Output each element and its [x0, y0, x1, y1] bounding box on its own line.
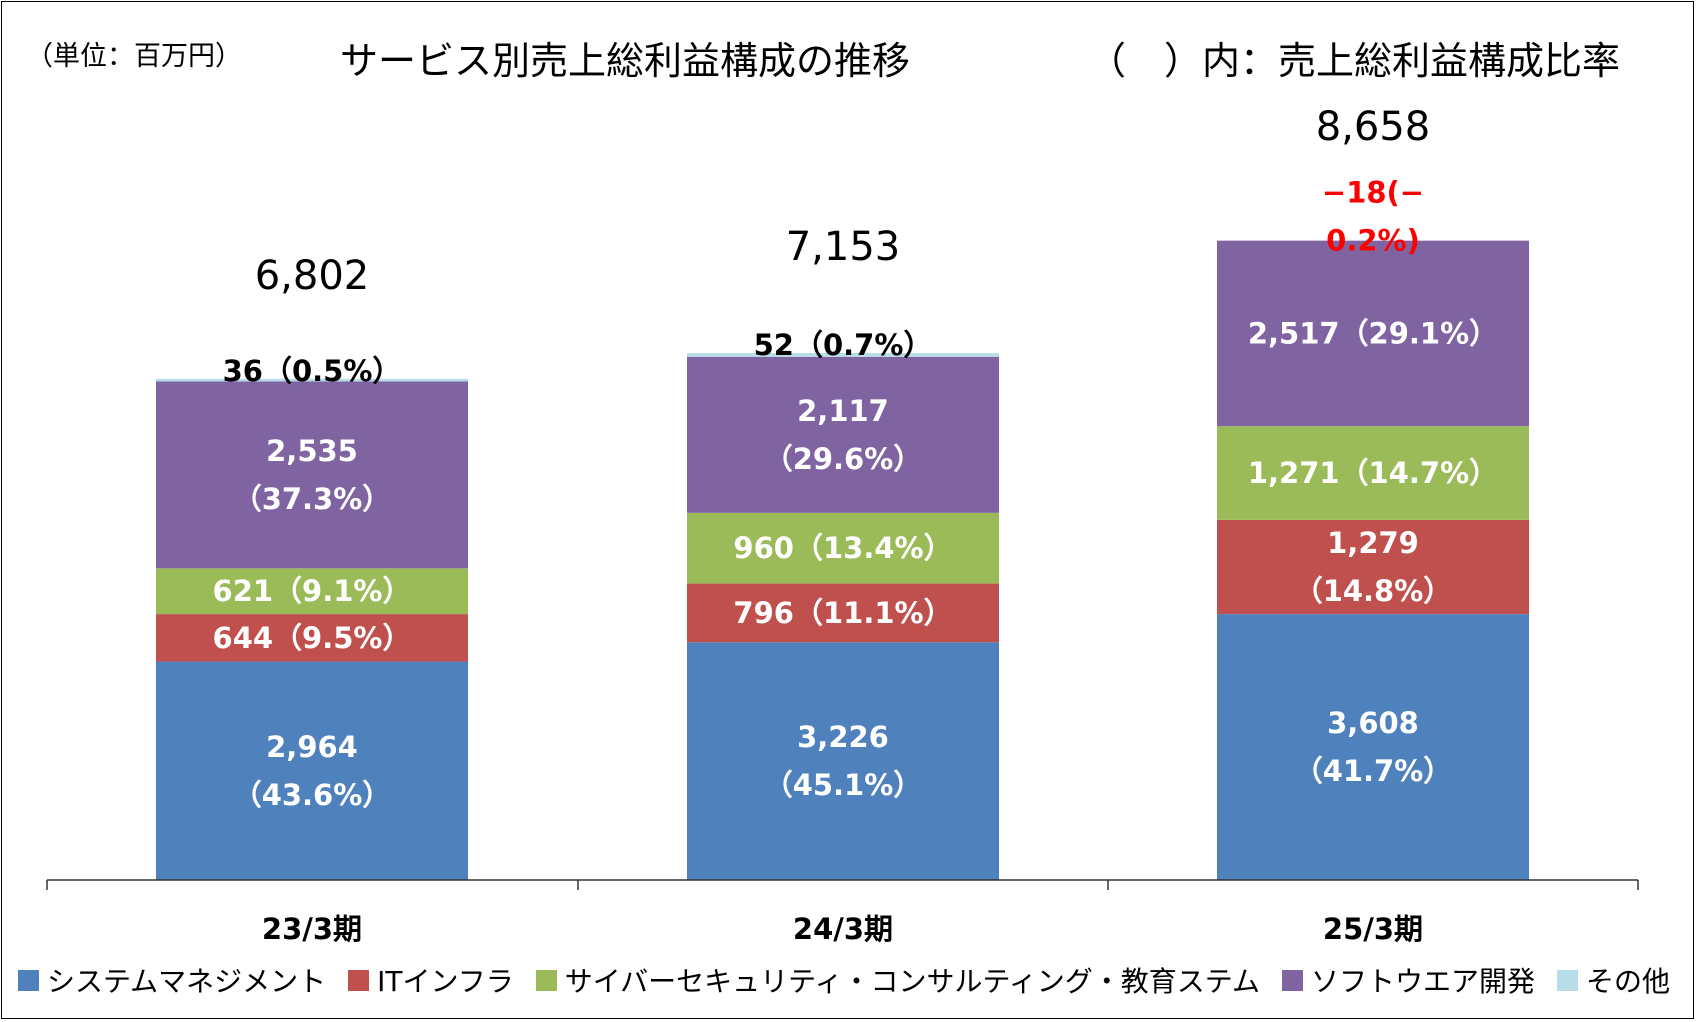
- total-label-2: 7,153: [786, 224, 901, 270]
- legend-swatch-5: [1556, 969, 1578, 991]
- data-label-5-1-1: 36（0.5%）: [223, 354, 402, 388]
- bar-segment-3-3: [1217, 426, 1529, 520]
- data-label-1-2-1: 3,226: [797, 720, 889, 754]
- data-label-1-1-2: （43.6%）: [233, 778, 392, 812]
- x-tick-label-2: 24/3期: [793, 912, 893, 946]
- data-label-1-2-2: （45.1%）: [764, 768, 923, 802]
- unit-note: （単位：百万円）: [26, 41, 242, 72]
- data-label-3-2-1: 960（13.4%）: [733, 531, 952, 565]
- data-label-4-3-1: 2,517（29.1%）: [1248, 316, 1498, 350]
- data-label-1-1-1: 2,964: [266, 730, 358, 764]
- data-label-4-2-1: 2,117: [797, 394, 889, 428]
- legend-label-2: ITインフラ: [377, 965, 514, 998]
- data-label-1-3-2: （41.7%）: [1294, 754, 1453, 788]
- legend-item-5: その他: [1556, 960, 1670, 1000]
- data-label-2-3-1: 1,279: [1327, 526, 1419, 560]
- bar-segment-5-2: [687, 352, 999, 357]
- data-label-2-2-1: 796（11.1%）: [733, 596, 952, 630]
- bar-segment-1-3: [1217, 614, 1529, 880]
- data-label-3-3-1: 1,271（14.7%）: [1248, 456, 1498, 490]
- ratio-note: （ ）内：売上総利益構成比率: [1088, 39, 1621, 83]
- data-label-1-3-1: 3,608: [1327, 706, 1419, 740]
- bar-segment-2-1: [156, 614, 468, 662]
- bar-segment-1-1: [156, 661, 468, 880]
- legend-swatch-1: [18, 969, 39, 991]
- bar-segment-2-2: [687, 583, 999, 643]
- data-label-5-3-1: −18(−: [1322, 176, 1424, 210]
- data-label-4-1-1: 2,535: [266, 434, 358, 468]
- bar-segment-3-1: [156, 568, 468, 615]
- legend-item-4: ソフトウエア開発: [1281, 960, 1535, 1000]
- legend-label-1: システムマネジメント: [47, 965, 327, 998]
- legend: システムマネジメント ITインフラ サイバーセキュリティ・コンサルティング・教育ステ…: [18, 958, 1692, 1002]
- x-tick-label-1: 23/3期: [262, 912, 362, 946]
- total-label-3: 8,658: [1316, 104, 1431, 150]
- data-label-2-3-2: （14.8%）: [1294, 574, 1453, 608]
- data-label-5-2-1: 52（0.7%）: [754, 328, 933, 362]
- legend-swatch-4: [1281, 969, 1303, 991]
- bar-segment-1-2: [687, 642, 999, 880]
- legend-label-5: その他: [1585, 965, 1670, 998]
- data-label-2-1-1: 644（9.5%）: [213, 621, 412, 655]
- legend-label-4: ソフトウエア開発: [1310, 965, 1535, 998]
- chart-title: サービス別売上総利益構成の推移: [340, 39, 911, 83]
- legend-swatch-3: [535, 969, 557, 991]
- bar-segment-3-2: [687, 512, 999, 584]
- bar-segment-5-1: [156, 378, 468, 382]
- bar-segment-2-3: [1217, 519, 1529, 615]
- x-tick-label-3: 25/3期: [1323, 912, 1423, 946]
- data-label-5-3-2: 0.2%): [1326, 224, 1420, 258]
- legend-item-1: システムマネジメント: [18, 960, 326, 1000]
- data-label-4-2-2: （29.6%）: [764, 442, 923, 476]
- data-label-3-1-1: 621（9.1%）: [213, 574, 412, 608]
- legend-swatch-2: [348, 969, 370, 991]
- total-label-1: 6,802: [255, 253, 370, 299]
- legend-label-3: サイバーセキュリティ・コンサルティング・教育ステム: [564, 965, 1260, 998]
- bar-segment-4-3: [1217, 240, 1529, 427]
- stacked-bar-plot: 2,964 （43.6%） 644（9.5%） 621（9.1%） 2,535 （37.3…: [46, 104, 1639, 946]
- bar-segment-4-1: [156, 381, 468, 569]
- legend-item-2: ITインフラ: [348, 960, 514, 1000]
- bar-segment-4-2: [687, 356, 999, 513]
- data-label-4-1-2: （37.3%）: [233, 482, 392, 516]
- legend-item-3: サイバーセキュリティ・コンサルティング・教育ステム: [535, 960, 1260, 1000]
